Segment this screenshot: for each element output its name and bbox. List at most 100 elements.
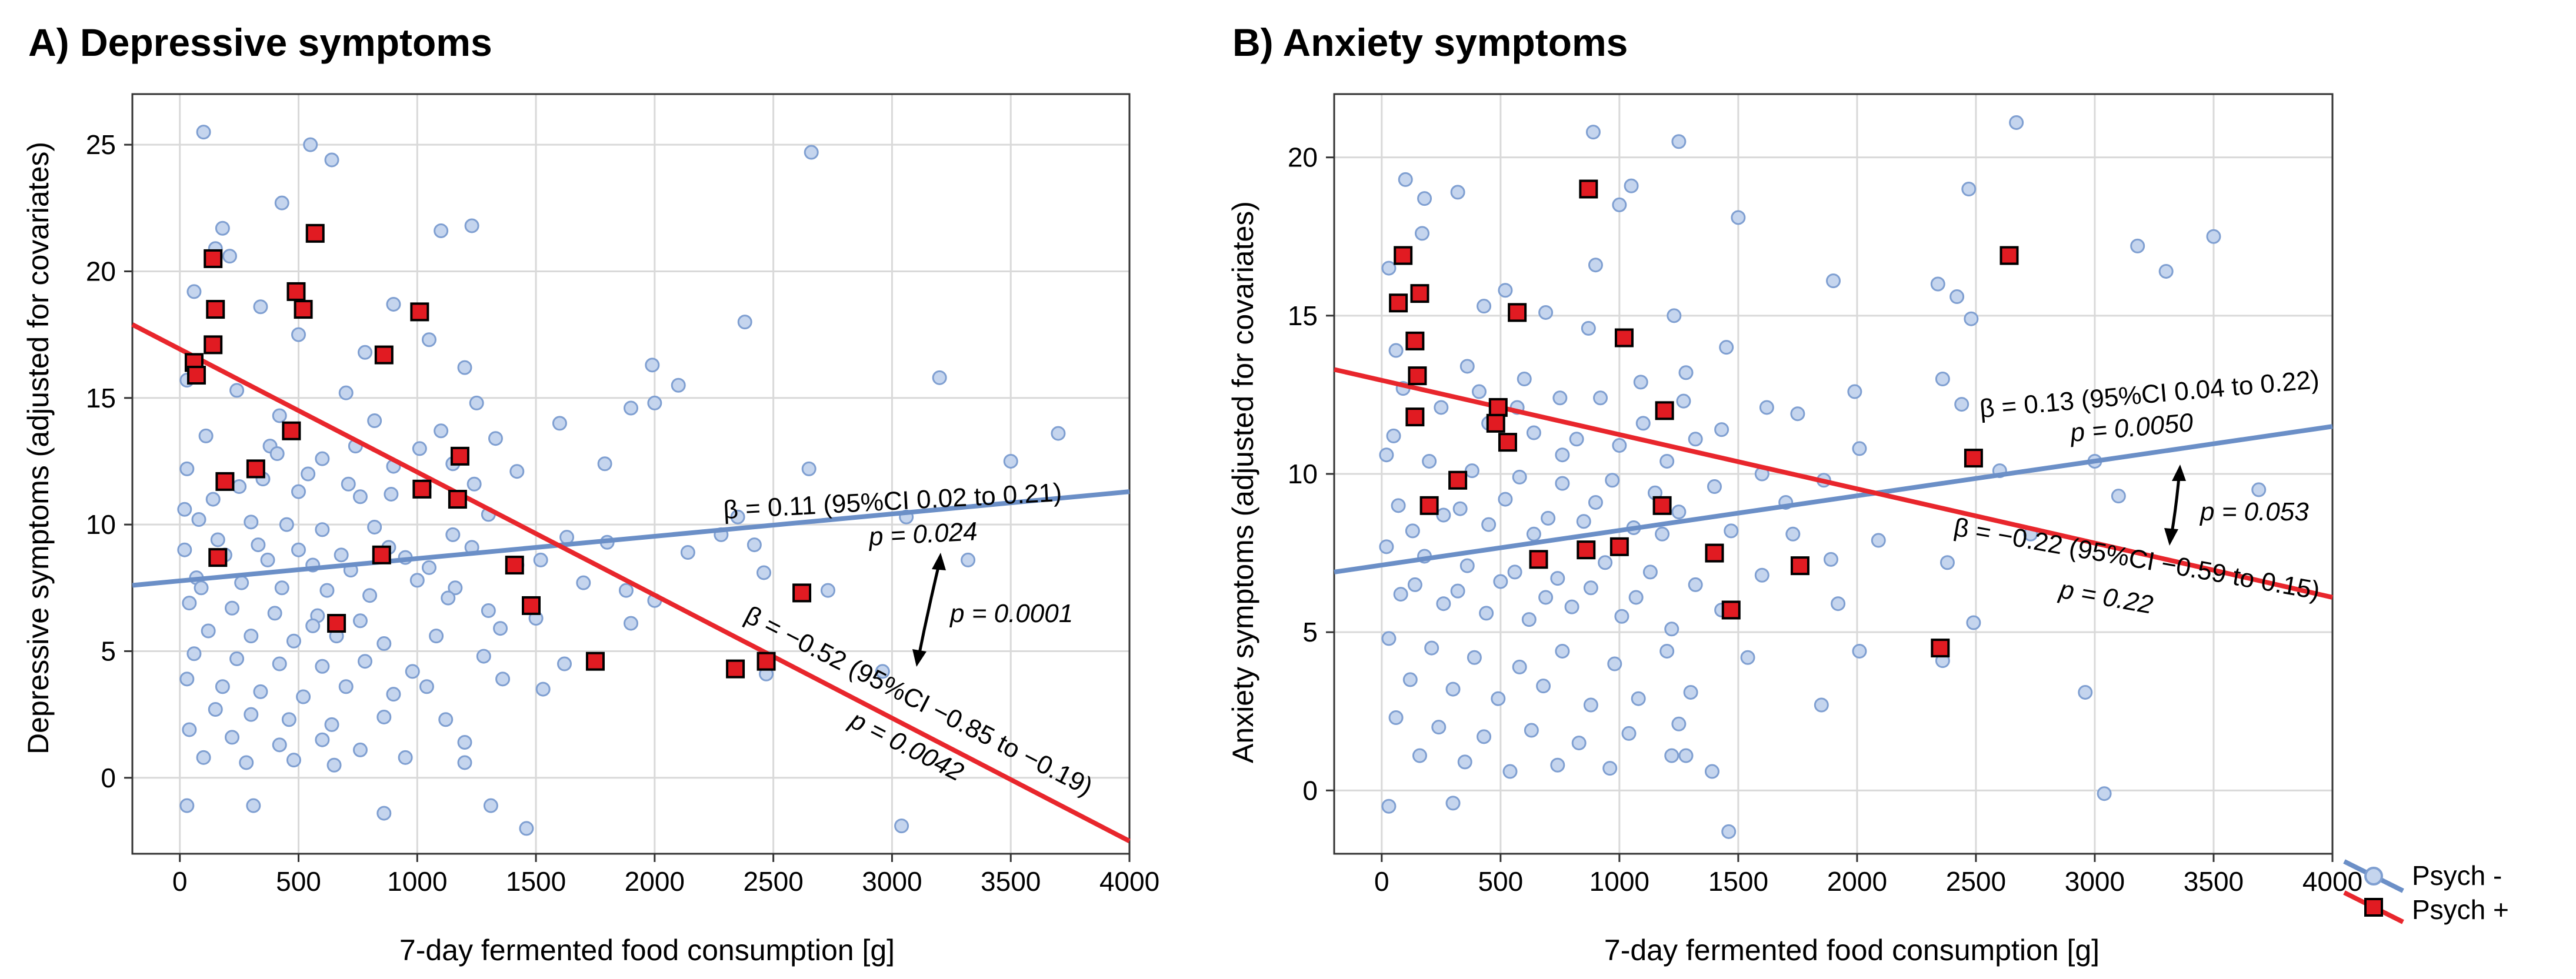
chart-a-point-psych-minus bbox=[267, 606, 282, 621]
chart-a-point-psych-minus bbox=[509, 464, 525, 479]
chart-a-plot-frame bbox=[131, 93, 1131, 855]
chart-a-point-psych-minus bbox=[519, 821, 534, 836]
chart-b-point-psych-minus bbox=[1524, 723, 1539, 738]
chart-b-point-psych-minus bbox=[1498, 283, 1513, 298]
chart-b-point-psych-minus bbox=[1583, 697, 1598, 713]
chart-b-point-psych-minus bbox=[1493, 574, 1508, 589]
chart-a-p-minus-label: p = 0.024 bbox=[867, 517, 978, 552]
chart-a-point-psych-minus bbox=[757, 565, 771, 580]
chart-a-point-psych-plus bbox=[294, 300, 313, 319]
chart-b-point-psych-plus bbox=[1394, 246, 1413, 265]
chart-b-point-psych-minus bbox=[1664, 748, 1679, 763]
chart-b-point-psych-plus bbox=[1389, 293, 1408, 313]
chart-b-point-psych-minus bbox=[1457, 754, 1472, 770]
chart-a-point-psych-minus bbox=[466, 476, 482, 492]
chart-a-point-psych-minus bbox=[576, 575, 591, 590]
chart-a-point-psych-minus bbox=[552, 416, 567, 431]
chart-a-point-psych-plus bbox=[505, 556, 524, 575]
chart-b-xtick-label: 500 bbox=[1478, 866, 1523, 897]
chart-a-point-psych-minus bbox=[376, 636, 392, 651]
chart-b-point-psych-minus bbox=[1459, 558, 1475, 573]
chart-a: 0 500 1000 1500 2000 2500 3000 3500 4000 0 5 10 15 20… bbox=[86, 93, 1159, 897]
chart-a-point-psych-minus bbox=[179, 461, 195, 476]
chart-a-point-psych-minus bbox=[493, 621, 508, 636]
chart-a-point-psych-minus bbox=[253, 299, 268, 315]
chart-b-point-psych-minus bbox=[1412, 748, 1427, 763]
chart-a-xtick-label: 1500 bbox=[506, 866, 566, 897]
chart-a-point-psych-plus bbox=[206, 300, 225, 319]
chart-b-point-psych-minus bbox=[1477, 299, 1492, 314]
chart-b-ytick-label: 15 bbox=[1288, 300, 1318, 331]
chart-b-point-psych-plus bbox=[1448, 470, 1468, 490]
chart-b-point-psych-minus bbox=[1721, 824, 1737, 839]
chart-a-point-psych-minus bbox=[476, 649, 491, 664]
chart-b-point-psych-minus bbox=[1659, 643, 1675, 659]
chart-a-point-psych-plus bbox=[246, 459, 265, 479]
chart-a-ytick-label: 0 bbox=[101, 763, 116, 793]
chart-b-point-psych-minus bbox=[1414, 226, 1429, 241]
chart-b-point-psych-minus bbox=[1477, 729, 1492, 744]
chart-b-point-psych-minus bbox=[1576, 514, 1591, 529]
chart-b-regression-psych-minus bbox=[1334, 424, 2333, 574]
chart-a-xtick-label: 4000 bbox=[1099, 866, 1159, 897]
chart-b-point-psych-minus bbox=[1826, 273, 1841, 289]
chart-b-point-psych-minus bbox=[1450, 185, 1465, 200]
chart-b-point-psych-minus bbox=[1526, 526, 1541, 542]
chart-b-xtick-label: 2000 bbox=[1827, 866, 1887, 897]
chart-a-point-psych-minus bbox=[279, 517, 294, 532]
chart-b-point-psych-minus bbox=[1707, 479, 1722, 494]
chart-a-point-psych-minus bbox=[875, 664, 890, 679]
chart-b-point-psych-minus bbox=[1659, 453, 1675, 469]
chart-b-point-psych-minus bbox=[1621, 726, 1637, 741]
legend-entry-psych-minus: Psych - bbox=[2343, 859, 2502, 893]
chart-b-point-psych-minus bbox=[1388, 710, 1404, 726]
chart-b-point-psych-minus bbox=[1422, 453, 1437, 469]
chart-b-point-psych-minus bbox=[1731, 210, 1746, 225]
chart-a-point-psych-minus bbox=[932, 370, 947, 385]
chart-b-point-psych-minus bbox=[1450, 583, 1465, 599]
chart-b-point-psych-minus bbox=[1405, 523, 1420, 539]
chart-a-ytick-label: 5 bbox=[101, 636, 116, 666]
chart-a-point-psych-minus bbox=[386, 687, 401, 702]
chart-b-point-psych-minus bbox=[2158, 263, 2174, 279]
chart-a-point-psych-minus bbox=[376, 806, 392, 821]
chart-a-point-psych-minus bbox=[362, 588, 378, 603]
chart-b-point-psych-minus bbox=[1966, 615, 1981, 630]
chart-a-point-psych-minus bbox=[647, 395, 662, 410]
chart-b-ytick-label: 5 bbox=[1302, 617, 1318, 647]
chart-b-point-psych-plus bbox=[1931, 639, 1950, 658]
chart-b-point-psych-minus bbox=[1479, 606, 1494, 621]
chart-b-point-psych-minus bbox=[1935, 372, 1950, 386]
chart-b-point-psych-minus bbox=[1386, 428, 1401, 443]
chart-a-point-psych-minus bbox=[244, 707, 259, 722]
chart-b-point-psych-plus bbox=[1529, 550, 1548, 569]
chart-b-point-psych-plus bbox=[1721, 600, 1741, 620]
chart-b-point-psych-minus bbox=[1719, 340, 1734, 355]
chart-b-point-psych-minus bbox=[1814, 697, 1829, 713]
chart-b-point-psych-plus bbox=[2000, 246, 2019, 265]
chart-a-point-psych-minus bbox=[196, 125, 211, 140]
chart-b-point-psych-minus bbox=[1491, 691, 1506, 706]
chart-b-point-psych-minus bbox=[1642, 564, 1658, 580]
chart-a-point-psych-minus bbox=[645, 357, 660, 373]
chart-a-point-psych-plus bbox=[208, 548, 228, 567]
chart-b-point-psych-minus bbox=[1417, 191, 1432, 206]
chart-a-point-psych-minus bbox=[291, 484, 306, 499]
chart-a-point-psych-minus bbox=[464, 218, 479, 233]
chart-a-point-psych-minus bbox=[186, 284, 202, 299]
chart-a-point-psych-plus bbox=[286, 282, 306, 301]
chart-a-ylabel: Depressive symptoms (adjusted for covari… bbox=[22, 142, 55, 754]
chart-b-point-psych-plus bbox=[1405, 331, 1425, 350]
chart-b-xtick-label: 4000 bbox=[2302, 866, 2362, 897]
chart-b-point-psych-minus bbox=[1512, 659, 1527, 674]
chart-a-point-psych-minus bbox=[286, 753, 301, 768]
chart-b-point-psych-minus bbox=[1664, 622, 1679, 637]
chart-b-diff-arrowhead-top bbox=[2172, 465, 2186, 481]
chart-b-point-psych-minus bbox=[1550, 757, 1565, 773]
chart-a-point-psych-plus bbox=[522, 596, 541, 615]
chart-a-point-psych-minus bbox=[341, 476, 356, 492]
chart-b-point-psych-minus bbox=[1678, 748, 1694, 763]
chart-b-point-psych-minus bbox=[1585, 125, 1601, 140]
chart-a-regression-psych-minus bbox=[132, 489, 1130, 588]
